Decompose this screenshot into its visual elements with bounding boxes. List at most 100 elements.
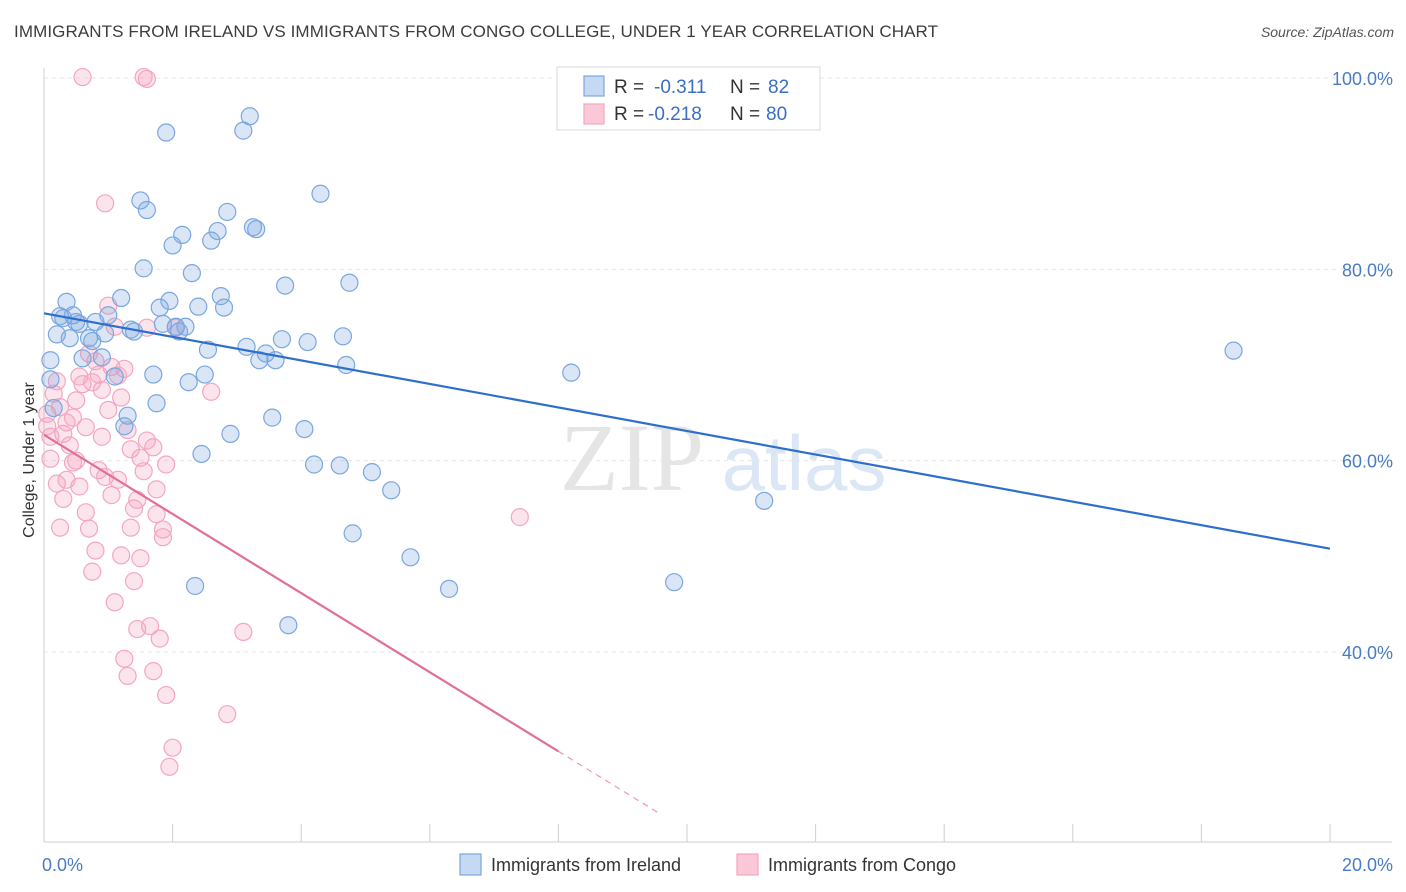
- legend: R = -0.311 N = 82 R = -0.218 N = 80: [556, 66, 821, 131]
- point-congo: [92, 427, 111, 446]
- point-ireland: [247, 220, 266, 239]
- point-congo: [76, 503, 95, 522]
- y-tick-label: 80.0%: [1342, 260, 1393, 280]
- point-ireland: [44, 398, 63, 418]
- chart-title: IMMIGRANTS FROM IRELAND VS IMMIGRANTS FR…: [14, 22, 939, 41]
- legend-swatch-ireland: [583, 75, 605, 97]
- point-ireland: [665, 573, 684, 592]
- point-ireland: [134, 259, 153, 278]
- point-congo: [147, 505, 166, 524]
- y-tick-labels: 100.0% 80.0% 60.0% 40.0%: [1332, 69, 1393, 663]
- point-congo: [115, 649, 134, 668]
- point-ireland: [240, 107, 259, 126]
- point-ireland: [401, 548, 420, 567]
- point-ireland: [333, 327, 353, 346]
- point-ireland: [195, 365, 214, 384]
- point-ireland: [192, 444, 211, 464]
- point-ireland: [131, 191, 150, 210]
- point-ireland: [41, 351, 60, 370]
- point-ireland: [218, 202, 237, 222]
- point-congo: [157, 455, 176, 474]
- point-congo: [115, 359, 134, 378]
- point-ireland: [208, 221, 227, 241]
- point-ireland: [340, 273, 359, 292]
- point-ireland: [362, 463, 382, 482]
- point-ireland: [95, 324, 115, 343]
- point-congo: [112, 388, 131, 407]
- point-congo: [510, 508, 529, 527]
- point-congo: [137, 69, 156, 89]
- y-tick-label: 60.0%: [1342, 452, 1393, 472]
- bottom-legend: Immigrants from Ireland Immigrants from …: [459, 853, 956, 876]
- point-congo: [144, 662, 163, 681]
- x-tick-label: 0.0%: [42, 855, 83, 875]
- trend-line-ireland: [43, 312, 1331, 550]
- trend-line-congo: [43, 433, 559, 753]
- point-ireland: [214, 298, 234, 317]
- point-ireland: [276, 276, 295, 295]
- axes: [43, 68, 1392, 843]
- point-ireland: [186, 576, 205, 596]
- point-ireland: [115, 417, 134, 436]
- point-ireland: [295, 419, 314, 439]
- point-ireland: [160, 291, 179, 311]
- point-congo: [70, 367, 89, 386]
- point-congo: [137, 431, 156, 450]
- legend-r-value-congo: -0.218: [648, 104, 702, 125]
- x-tick-labels: 0.0% 20.0%: [42, 855, 1393, 875]
- point-congo: [118, 666, 137, 686]
- point-congo: [99, 400, 118, 420]
- point-congo: [38, 417, 57, 436]
- point-ireland: [144, 365, 163, 384]
- point-ireland: [147, 394, 166, 413]
- point-congo: [57, 470, 76, 489]
- bottom-legend-label-ireland: Immigrants from Ireland: [491, 855, 681, 875]
- trend-lines: [43, 312, 1331, 816]
- point-congo: [131, 448, 150, 467]
- gridlines: [44, 77, 1392, 653]
- point-ireland: [92, 348, 111, 367]
- point-ireland: [298, 332, 317, 352]
- y-tick-label: 100.0%: [1332, 69, 1393, 89]
- point-congo: [63, 453, 83, 472]
- point-congo: [63, 408, 83, 427]
- series-congo-points: [38, 67, 529, 776]
- legend-r-label-congo: R =: [614, 104, 644, 125]
- point-congo: [95, 194, 115, 213]
- point-ireland: [173, 225, 192, 244]
- point-congo: [112, 546, 131, 565]
- point-congo: [153, 528, 173, 547]
- legend-n-label-congo: N =: [730, 104, 760, 125]
- point-ireland: [202, 231, 221, 250]
- point-congo: [73, 67, 92, 87]
- point-ireland: [237, 337, 256, 356]
- point-ireland: [179, 373, 198, 392]
- point-ireland: [311, 184, 330, 203]
- point-congo: [144, 438, 163, 457]
- point-ireland: [118, 406, 137, 425]
- point-ireland: [330, 456, 349, 475]
- point-ireland: [176, 317, 195, 336]
- point-ireland: [182, 264, 201, 283]
- point-ireland: [41, 370, 60, 389]
- point-congo: [150, 629, 169, 648]
- point-ireland: [137, 200, 156, 220]
- bottom-legend-swatch-congo: [736, 853, 759, 876]
- point-congo: [54, 489, 73, 509]
- point-congo: [134, 67, 153, 87]
- series-ireland-points: [41, 107, 1243, 635]
- point-ireland: [343, 524, 362, 543]
- point-congo: [157, 685, 176, 705]
- point-ireland: [198, 340, 218, 359]
- point-ireland: [439, 579, 459, 598]
- x-tick-label: 20.0%: [1342, 855, 1393, 875]
- point-congo: [102, 486, 121, 505]
- point-ireland: [189, 297, 208, 316]
- point-congo: [131, 549, 150, 568]
- point-congo: [163, 738, 182, 757]
- point-ireland: [157, 123, 176, 142]
- legend-swatch-congo: [583, 103, 605, 125]
- point-congo: [140, 617, 160, 636]
- point-congo: [234, 622, 253, 642]
